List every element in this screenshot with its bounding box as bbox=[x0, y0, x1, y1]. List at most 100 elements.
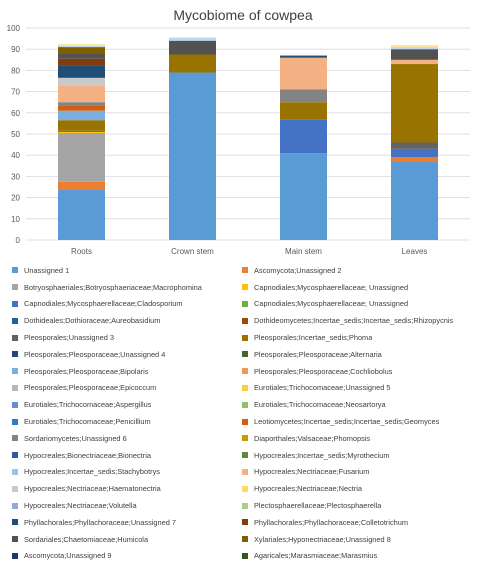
legend-item: Sordariomycetes;Unassigned 6 bbox=[12, 430, 242, 447]
bar-segment bbox=[169, 54, 216, 73]
legend-label: Hypocreales;Nectriaceae;Volutella bbox=[24, 501, 137, 511]
legend-swatch bbox=[242, 485, 248, 492]
legend-label: Pleosporales;Pleosporaceae;Bipolaris bbox=[24, 366, 149, 376]
legend-item: Pleosporales;Unassigned 3 bbox=[12, 329, 242, 346]
legend-item: Agaricales;Marasmiaceae;Marasmius bbox=[242, 548, 472, 564]
legend-label: Capnodiales;Mycosphaerellaceae; Unassign… bbox=[254, 299, 409, 309]
legend-label: Sordariomycetes;Unassigned 6 bbox=[24, 433, 127, 443]
legend-item: Eurotiales;Trichocomaceae;Neosartorya bbox=[242, 396, 472, 413]
legend: Unassigned 1 Ascomycota;Unassigned 2 Botry… bbox=[12, 262, 478, 564]
legend-row: Dothideales;Dothioraceae;Aureobasidium Do… bbox=[12, 312, 478, 329]
legend-swatch bbox=[12, 368, 18, 375]
legend-label: Pleosporales;Pleosporaceae;Unassigned 4 bbox=[24, 349, 166, 359]
legend-swatch bbox=[242, 300, 248, 307]
y-tick-label: 100 bbox=[7, 24, 21, 33]
bar-segment bbox=[58, 77, 105, 86]
legend-swatch bbox=[242, 401, 248, 408]
legend-row: Pleosporales;Unassigned 3 Pleosporales;In… bbox=[12, 329, 478, 346]
y-axis: 0 10 20 30 40 50 60 70 80 90 100 bbox=[7, 24, 21, 245]
legend-item: Eurotiales;Trichocomaceae;Penicillium bbox=[12, 413, 242, 430]
bar-segment bbox=[280, 102, 327, 120]
legend-item: Hypocreales;Nectriaceae;Volutella bbox=[12, 497, 242, 514]
legend-row: Pleosporales;Pleosporaceae;Bipolaris Pleo… bbox=[12, 363, 478, 380]
legend-item: Diaporthales;Valsaceae;Phomopsis bbox=[242, 430, 472, 447]
bar-segment bbox=[391, 161, 438, 240]
legend-swatch bbox=[12, 267, 18, 274]
bar-segment bbox=[391, 47, 438, 50]
legend-item: Ascomycota;Unassigned 2 bbox=[242, 262, 472, 279]
bar-segment bbox=[58, 181, 105, 190]
bar-segment bbox=[391, 64, 438, 143]
legend-swatch bbox=[12, 284, 18, 291]
legend-row: Hypocreales;Nectriaceae;Haematonectria Hy… bbox=[12, 480, 478, 497]
legend-swatch bbox=[12, 334, 18, 341]
legend-label: Unassigned 1 bbox=[24, 265, 70, 275]
legend-label: Ascomycota;Unassigned 2 bbox=[254, 265, 342, 275]
legend-item: Pleosporales;Incertae_sedis;Phoma bbox=[242, 329, 472, 346]
legend-swatch bbox=[12, 519, 18, 526]
bar-segment bbox=[280, 89, 327, 103]
legend-row: Botryosphaeriales;Botryosphaeriaceae;Mac… bbox=[12, 279, 478, 296]
legend-label: Pleosporales;Pleosporaceae;Alternaria bbox=[254, 349, 382, 359]
legend-swatch bbox=[12, 452, 18, 459]
legend-label: Capnodiales;Mycosphaerellaceae;Cladospor… bbox=[24, 299, 183, 309]
legend-swatch bbox=[242, 334, 248, 341]
legend-row: Sordariales;Chaetomiaceae;Humicola Xylari… bbox=[12, 531, 478, 548]
legend-row: Eurotiales;Trichocomaceae;Penicillium Leo… bbox=[12, 413, 478, 430]
legend-row: Unassigned 1 Ascomycota;Unassigned 2 bbox=[12, 262, 478, 279]
bar-segment bbox=[391, 157, 438, 162]
bar-segment bbox=[58, 130, 105, 132]
legend-swatch bbox=[12, 468, 18, 475]
legend-item: Botryosphaeriales;Botryosphaeriaceae;Mac… bbox=[12, 279, 242, 296]
legend-item: Capnodiales;Mycosphaerellaceae; Unassign… bbox=[242, 296, 472, 313]
legend-swatch bbox=[242, 519, 248, 526]
y-tick-label: 20 bbox=[11, 194, 20, 203]
chart-plot: Mycobiome of cowpea 0 10 20 30 40 50 60 70 80 90 1… bbox=[7, 7, 470, 256]
legend-label: Phyllachorales;Phyllachoraceae;Colletotr… bbox=[254, 517, 409, 527]
legend-swatch bbox=[12, 552, 18, 559]
legend-label: Phyllachorales;Phyllachoraceae;Unassigne… bbox=[24, 517, 177, 527]
bar-segment bbox=[58, 132, 105, 182]
legend-swatch bbox=[242, 317, 248, 324]
bar-segment bbox=[169, 72, 216, 241]
legend-label: Pleosporales;Pleosporaceae;Cochliobolus bbox=[254, 366, 393, 376]
legend-item: Ascomycota;Unassigned 9 bbox=[12, 548, 242, 564]
legend-item: Pleosporales;Pleosporaceae;Epicoccum bbox=[12, 380, 242, 397]
legend-item: Pleosporales;Pleosporaceae;Unassigned 4 bbox=[12, 346, 242, 363]
legend-item: Phyllachorales;Phyllachoraceae;Unassigne… bbox=[12, 514, 242, 531]
legend-label: Hypocreales;Nectriaceae;Fusarium bbox=[254, 467, 370, 477]
bar-segment bbox=[280, 119, 327, 154]
legend-label: Hypocreales;Incertae_sedis;Myrothecium bbox=[254, 450, 390, 460]
legend-row: Hypocreales;Nectriaceae;Volutella Plectos… bbox=[12, 497, 478, 514]
legend-label: Pleosporales;Pleosporaceae;Epicoccum bbox=[24, 383, 157, 393]
legend-item: Pleosporales;Pleosporaceae;Alternaria bbox=[242, 346, 472, 363]
legend-swatch bbox=[12, 351, 18, 358]
legend-row: Ascomycota;Unassigned 9 Agaricales;Marasm… bbox=[12, 548, 478, 564]
legend-label: Diaporthales;Valsaceae;Phomopsis bbox=[254, 433, 371, 443]
legend-label: Hypocreales;Bionectriaceae;Bionectria bbox=[24, 450, 151, 460]
bar-segment bbox=[58, 110, 105, 121]
legend-swatch bbox=[242, 351, 248, 358]
legend-label: Dothideales;Dothioraceae;Aureobasidium bbox=[24, 316, 161, 326]
legend-label: Agaricales;Marasmiaceae;Marasmius bbox=[254, 551, 378, 561]
y-tick-label: 50 bbox=[11, 130, 20, 139]
y-tick-label: 90 bbox=[11, 45, 20, 54]
x-tick-label: Roots bbox=[71, 247, 92, 256]
bar-segment bbox=[280, 153, 327, 240]
legend-swatch bbox=[242, 502, 248, 509]
legend-item: Xylariales;Hyponectriaceae;Unassigned 8 bbox=[242, 531, 472, 548]
legend-item: Sordariales;Chaetomiaceae;Humicola bbox=[12, 531, 242, 548]
legend-label: Hypocreales;Incertae_sedis;Stachybotrys bbox=[24, 467, 160, 477]
legend-label: Eurotiales;Trichocomaceae;Unassigned 5 bbox=[254, 383, 391, 393]
bar-segment bbox=[58, 102, 105, 106]
legend-item: Leotiomycetes;Incertae_sedis;Incertae_se… bbox=[242, 413, 472, 430]
legend-item: Hypocreales;Incertae_sedis;Stachybotrys bbox=[12, 464, 242, 481]
legend-swatch bbox=[242, 435, 248, 442]
legend-label: Sordariales;Chaetomiaceae;Humicola bbox=[24, 534, 149, 544]
legend-item: Hypocreales;Nectriaceae;Haematonectria bbox=[12, 480, 242, 497]
bar-segment bbox=[391, 142, 438, 149]
legend-label: Botryosphaeriales;Botryosphaeriaceae;Mac… bbox=[24, 282, 202, 292]
bar-segment bbox=[169, 37, 216, 41]
legend-swatch bbox=[12, 300, 18, 307]
legend-swatch bbox=[12, 384, 18, 391]
